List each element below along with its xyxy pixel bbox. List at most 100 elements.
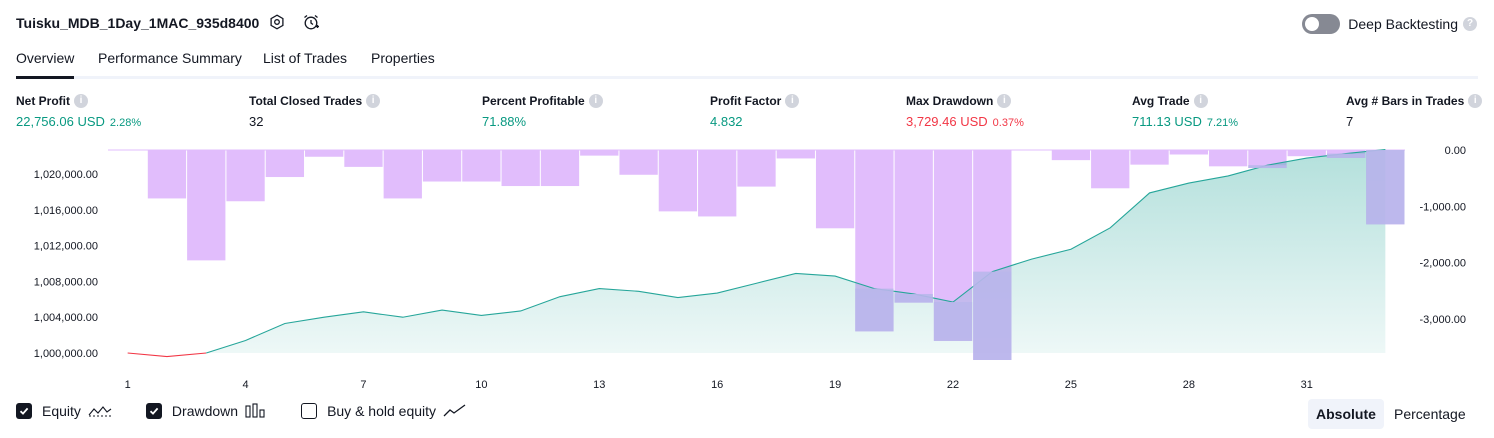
stat-value: 22,756.06 USD — [16, 114, 105, 129]
tab-overview[interactable]: Overview — [16, 50, 75, 79]
legend-label: Buy & hold equity — [327, 403, 437, 419]
x-axis-tick: 22 — [947, 379, 959, 391]
chart-legend: Equity Drawdown Buy & hold equity — [16, 403, 501, 419]
drawdown-bar — [187, 150, 226, 261]
left-axis: 1,000,000.00 1,004,000.00 1,008,000.00 1,01… — [34, 169, 98, 360]
drawdown-bar — [1169, 150, 1208, 155]
buy-hold-line-icon — [443, 404, 466, 417]
info-icon[interactable]: i — [366, 94, 381, 108]
stat-value: 32 — [249, 114, 264, 129]
x-axis-tick: 10 — [475, 379, 487, 391]
absolute-mode-button[interactable]: Absolute — [1308, 399, 1384, 429]
x-axis-tick: 25 — [1065, 379, 1077, 391]
help-icon[interactable]: ? — [1463, 17, 1477, 31]
right-axis: 0.00 -1,000.00 -2,000.00 -3,000.00 — [1420, 145, 1466, 326]
left-axis-tick: 1,000,000.00 — [34, 348, 98, 360]
equity-line-underwater — [127, 352, 207, 358]
stat-max-drawdown: Max Drawdown i 3,729.46 USD 0.37% — [906, 93, 1024, 129]
checkmark-icon — [19, 407, 29, 415]
drawdown-bars-icon — [245, 403, 265, 418]
info-icon[interactable]: i — [74, 94, 88, 108]
drawdown-bar — [383, 150, 422, 199]
drawdown-overlap-bar — [1326, 153, 1366, 158]
tab-performance-summary[interactable]: Performance Summary — [98, 50, 242, 66]
right-axis-tick: -2,000.00 — [1420, 258, 1466, 270]
equity-line — [206, 148, 1386, 354]
drawdown-overlap-bar — [894, 293, 933, 303]
stat-value: 4.832 — [710, 114, 743, 129]
drawdown-bar — [1287, 150, 1326, 157]
left-axis-tick: 1,008,000.00 — [34, 276, 98, 288]
legend-drawdown[interactable]: Drawdown — [145, 403, 267, 419]
drawdown-bar — [344, 150, 383, 167]
drawdown-bar — [1130, 150, 1169, 165]
drawdown-overlap-bar — [1366, 150, 1405, 225]
add-alert-icon[interactable] — [302, 13, 320, 31]
drawdown-bar — [658, 150, 698, 212]
stat-value: 3,729.46 USD — [906, 114, 988, 129]
drawdown-bar — [894, 150, 933, 303]
drawdown-overlap-bar — [1248, 165, 1287, 169]
drawdown-bar — [776, 150, 815, 159]
info-icon[interactable]: i — [1468, 94, 1483, 108]
stat-label: Total Closed Trades — [249, 94, 363, 108]
settings-icon[interactable] — [268, 13, 286, 31]
legend-equity[interactable]: Equity — [16, 403, 112, 419]
legend-label: Drawdown — [171, 403, 239, 419]
stat-total-closed-trades: Total Closed Trades i 32 — [249, 93, 381, 129]
legend-label: Equity — [42, 403, 81, 419]
drawdown-bar — [226, 150, 265, 202]
left-axis-tick: 1,012,000.00 — [34, 241, 98, 253]
equity-checkbox[interactable] — [16, 403, 32, 419]
drawdown-bar — [737, 150, 776, 187]
stat-label: Avg # Bars in Trades — [1346, 94, 1465, 108]
drawdown-bars — [108, 149, 1405, 360]
info-icon[interactable]: i — [997, 94, 1012, 108]
info-icon[interactable]: i — [1193, 94, 1208, 108]
drawdown-checkbox[interactable] — [145, 403, 162, 419]
x-axis-tick: 13 — [593, 379, 605, 391]
strategy-name: Tuisku_MDB_1Day_1MAC_935d8400 — [16, 15, 260, 31]
stat-avg-trade: Avg Trade i 711.13 USD 7.21% — [1132, 93, 1238, 129]
equity-area — [206, 149, 1386, 353]
legend-buy-hold[interactable]: Buy & hold equity — [301, 403, 467, 419]
drawdown-bar — [422, 150, 462, 182]
equity-drawdown-chart[interactable]: 1,000,000.00 1,004,000.00 1,008,000.00 1,01… — [0, 140, 1494, 395]
tab-list-of-trades[interactable]: List of Trades — [263, 50, 348, 66]
stat-label: Avg Trade — [1132, 94, 1190, 108]
drawdown-bar — [1051, 150, 1091, 161]
drawdown-overlap-bar — [855, 288, 894, 332]
deep-backtesting-label: Deep Backtesting — [1348, 16, 1458, 32]
drawdown-bar — [462, 150, 501, 182]
stat-net-profit: Net Profit i 22,756.06 USD 2.28% — [16, 93, 141, 129]
report-tabs: Overview Performance Summary List of Tra… — [16, 46, 1478, 79]
stat-percent: 0.37% — [992, 117, 1024, 129]
x-axis-tick: 19 — [829, 379, 841, 391]
stat-profit-factor: Profit Factor i 4.832 — [710, 93, 800, 129]
x-axis-tick: 7 — [360, 379, 366, 391]
x-axis-tick: 28 — [1183, 379, 1195, 391]
stat-label: Net Profit — [16, 94, 70, 108]
drawdown-bar — [147, 150, 187, 199]
stat-label: Max Drawdown — [906, 94, 994, 108]
stat-label: Percent Profitable — [482, 94, 585, 108]
drawdown-bar — [1208, 150, 1248, 167]
stat-label: Profit Factor — [710, 94, 782, 108]
info-icon[interactable]: i — [785, 94, 800, 108]
x-axis: 1 4 7 10 13 16 19 22 25 28 31 — [125, 379, 1313, 391]
left-axis-tick: 1,020,000.00 — [34, 169, 98, 181]
toggle-knob — [1305, 17, 1320, 31]
drawdown-bar — [540, 150, 580, 187]
right-axis-tick: 0.00 — [1445, 145, 1466, 157]
deep-backtesting-toggle[interactable] — [1302, 14, 1341, 34]
stat-percent: 7.21% — [1206, 117, 1239, 129]
buy-hold-checkbox[interactable] — [301, 403, 318, 419]
x-axis-tick: 16 — [711, 379, 723, 391]
right-axis-tick: -3,000.00 — [1420, 314, 1466, 326]
tab-properties[interactable]: Properties — [371, 50, 435, 66]
stat-percent-profitable: Percent Profitable i 71.88% — [482, 93, 603, 129]
info-icon[interactable]: i — [588, 94, 603, 108]
stat-avg-bars-in-trades: Avg # Bars in Trades i 7 — [1346, 93, 1483, 129]
report-header: Tuisku_MDB_1Day_1MAC_935d8400 Deep Backt… — [0, 0, 1494, 46]
percentage-mode-button[interactable]: Percentage — [1394, 406, 1466, 422]
